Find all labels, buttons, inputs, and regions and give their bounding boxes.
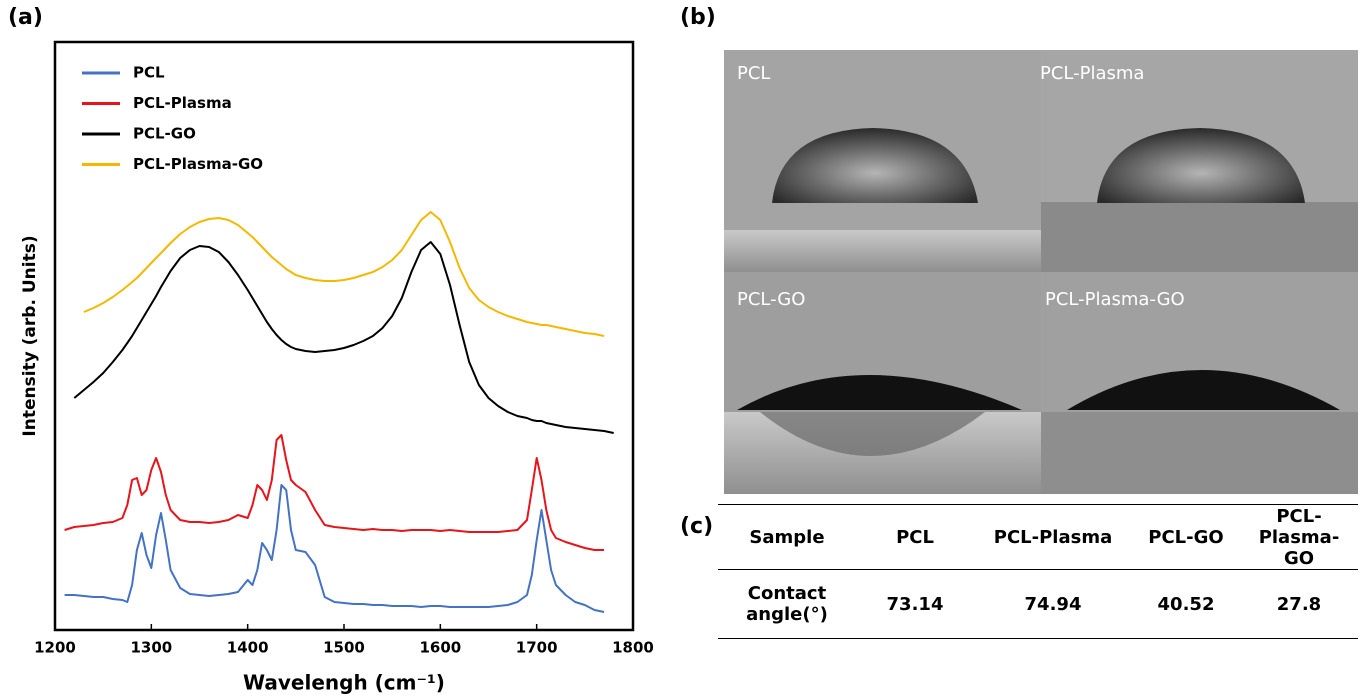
series-line — [64, 434, 605, 551]
image-label: PCL — [737, 63, 770, 84]
y-axis-label: Intensity (arb. Units) — [20, 235, 40, 436]
droplet — [1067, 370, 1340, 410]
header-cell: PCL-GO — [1132, 504, 1240, 570]
x-tick-label: 1800 — [612, 639, 654, 657]
header-cell: PCL — [856, 504, 974, 570]
table-header: Sample PCL PCL-Plasma PCL-GO PCL-Plasma-… — [718, 504, 1358, 570]
legend-label: PCL — [133, 64, 165, 82]
header-cell: PCL-Plasma — [974, 504, 1132, 570]
image-label: PCL-Plasma — [1040, 63, 1144, 84]
series-line — [73, 241, 614, 434]
x-tick-label: 1500 — [323, 639, 365, 657]
legend-label: PCL-Plasma-GO — [133, 155, 263, 173]
droplet — [772, 128, 978, 203]
panel-label: (c) — [680, 514, 713, 539]
series-line — [83, 211, 605, 337]
header-cell: Sample — [718, 504, 856, 570]
series-line — [64, 484, 605, 613]
substrate — [1041, 412, 1358, 494]
x-tick-label: 1300 — [130, 639, 172, 657]
contact-angle-images: PCL PCL-Plasma PCL-GO PCL-Plasma-GO — [724, 50, 1358, 494]
row-label: Contact angle(°) — [718, 569, 856, 639]
droplet — [1097, 128, 1305, 203]
substrate — [1041, 202, 1358, 272]
table-cell: 74.94 — [974, 569, 1132, 639]
substrate — [724, 230, 1041, 272]
table-cell: 27.8 — [1240, 569, 1358, 639]
x-tick-label: 1400 — [227, 639, 269, 657]
droplet — [737, 375, 1022, 410]
legend-label: PCL-GO — [133, 125, 196, 143]
x-tick-label: 1700 — [516, 639, 558, 657]
contact-angle-table: Sample PCL PCL-Plasma PCL-GO PCL-Plasma-… — [718, 504, 1358, 639]
x-tick-label: 1200 — [34, 639, 76, 657]
image-label: PCL-GO — [737, 289, 805, 310]
image-label: PCL-Plasma-GO — [1045, 289, 1185, 310]
table-cell: 73.14 — [856, 569, 974, 639]
table-cell: 40.52 — [1132, 569, 1240, 639]
legend-label: PCL-Plasma — [133, 94, 232, 112]
x-axis-label: Wavelengh (cm⁻¹) — [243, 671, 445, 695]
x-tick-label: 1600 — [419, 639, 461, 657]
panel-label: (b) — [680, 5, 716, 30]
reflection — [760, 412, 985, 456]
table-row: Contact angle(°) 73.14 74.94 40.52 27.8 — [718, 569, 1358, 639]
panel-label: (a) — [8, 5, 43, 30]
header-cell: PCL-Plasma-GO — [1240, 504, 1358, 570]
